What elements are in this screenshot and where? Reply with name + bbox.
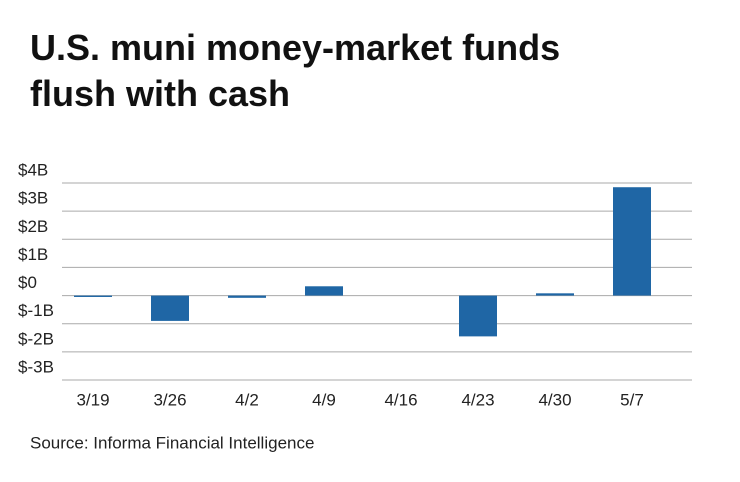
bar xyxy=(151,295,189,321)
x-tick-label: 5/7 xyxy=(620,390,644,409)
x-tick-label: 4/23 xyxy=(461,390,494,409)
bar xyxy=(613,187,651,296)
source-note: Source: Informa Financial Intelligence xyxy=(30,433,314,452)
y-tick-label: $-1B xyxy=(18,301,54,320)
y-tick-label: $4B xyxy=(18,160,48,179)
x-tick-label: 3/19 xyxy=(76,390,109,409)
y-tick-label: $0 xyxy=(18,273,37,292)
y-tick-label: $1B xyxy=(18,245,48,264)
x-tick-label: 4/2 xyxy=(235,390,259,409)
bar xyxy=(459,295,497,337)
bar xyxy=(305,286,343,296)
title-line: flush with cash xyxy=(30,73,290,114)
y-tick-label: $2B xyxy=(18,217,48,236)
y-tick-label: $-2B xyxy=(18,329,54,348)
bar xyxy=(228,295,266,298)
bar xyxy=(536,293,574,296)
x-tick-label: 3/26 xyxy=(153,390,186,409)
y-tick-label: $-3B xyxy=(18,357,54,376)
chart-title: U.S. muni money-market funds flush with c… xyxy=(30,27,560,114)
title-line: U.S. muni money-market funds xyxy=(30,27,560,68)
bar xyxy=(74,295,112,297)
x-tick-label: 4/16 xyxy=(384,390,417,409)
y-tick-label: $3B xyxy=(18,189,48,208)
x-tick-label: 4/9 xyxy=(312,390,336,409)
x-tick-label: 4/30 xyxy=(538,390,571,409)
